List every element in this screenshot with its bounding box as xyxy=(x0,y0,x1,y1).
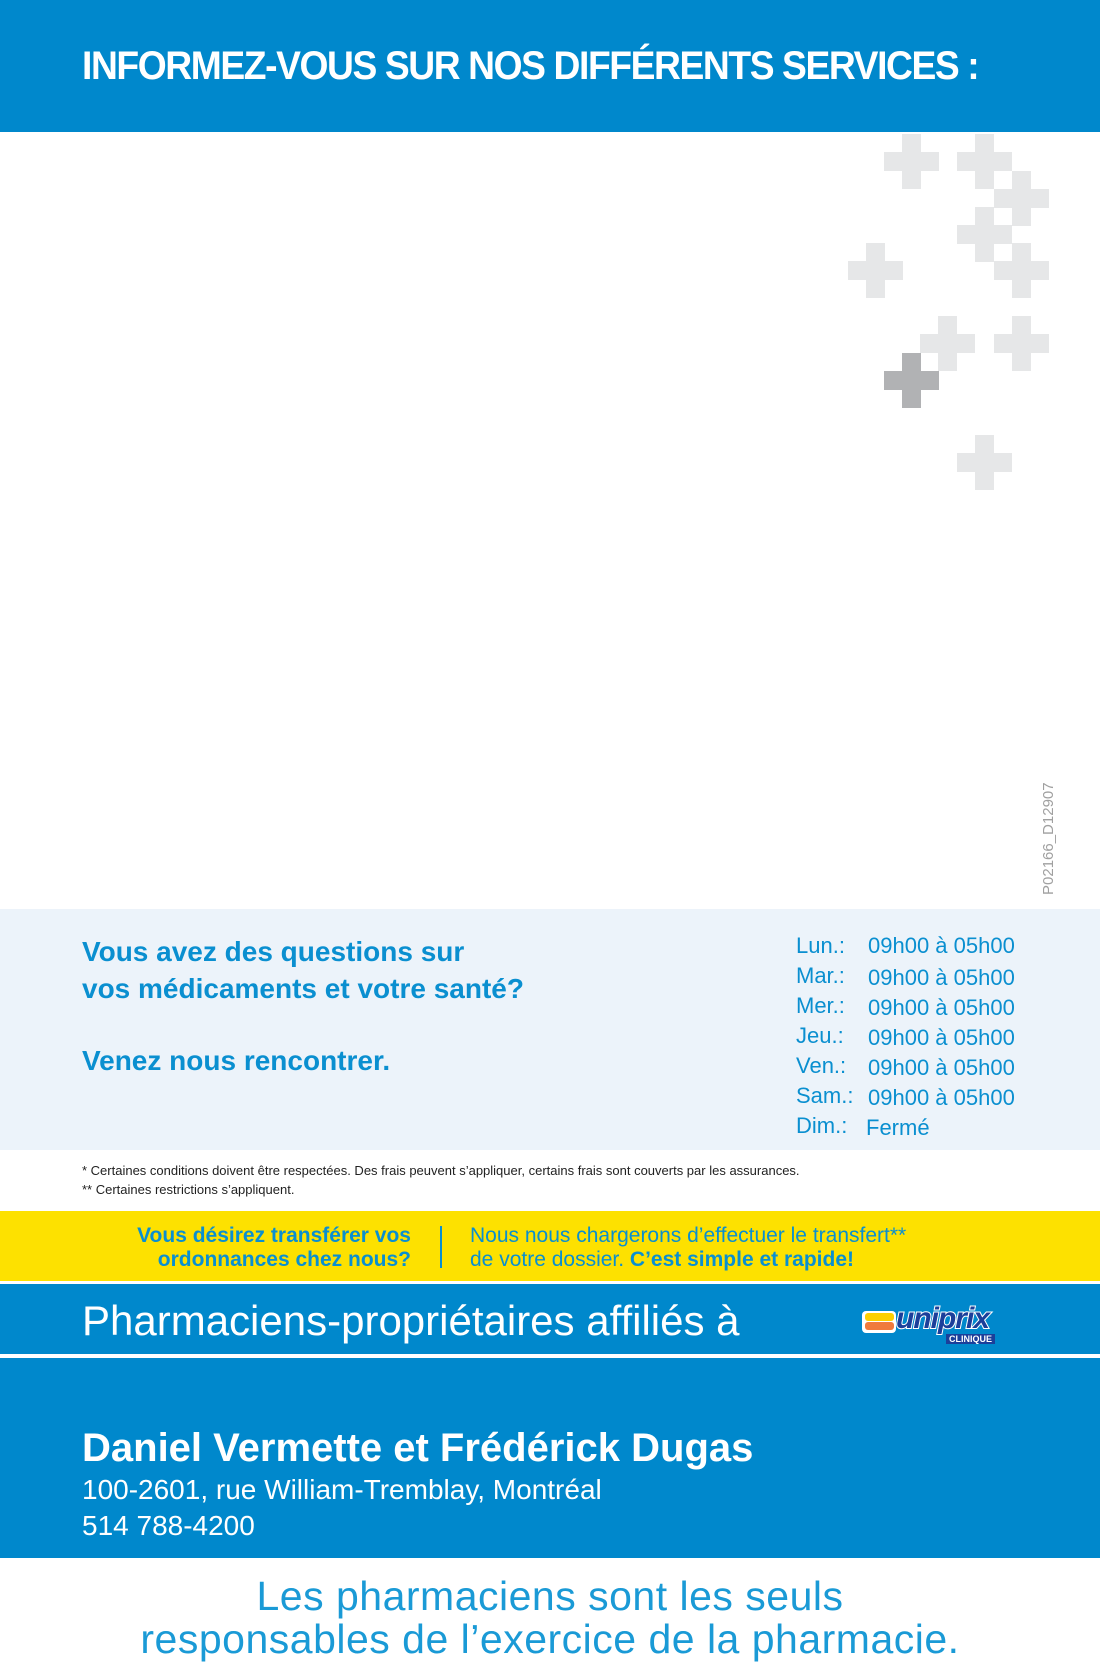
divider xyxy=(440,1226,442,1268)
footnote: * Certaines conditions doivent être resp… xyxy=(82,1163,800,1178)
document-code: P02166_D12907 xyxy=(1040,782,1057,895)
tagline: responsables de l’exercice de la pharmac… xyxy=(140,1616,960,1662)
transfer-slogan: C’est simple et rapide! xyxy=(629,1248,854,1271)
transfer-question: Vous désirez transférer vos xyxy=(137,1224,411,1247)
invite-line: Venez nous rencontrer. xyxy=(82,1045,391,1076)
affiliation-text: Pharmaciens-propriétaires affiliés à xyxy=(82,1297,740,1344)
cross-icon xyxy=(957,207,1012,262)
cross-icon xyxy=(848,243,903,298)
cross-icon xyxy=(994,316,1049,371)
cross-icon xyxy=(884,353,939,408)
question-line: Vous avez des questions sur xyxy=(82,936,465,967)
cross-icon xyxy=(957,435,1012,490)
transfer-question: ordonnances chez nous? xyxy=(157,1248,411,1271)
page-title: INFORMEZ-VOUS SUR NOS DIFFÉRENTS SERVICE… xyxy=(82,44,980,88)
question-line: vos médicaments et votre santé? xyxy=(82,973,524,1004)
uniprix-logo: uniprix CLINIQUE xyxy=(862,1301,1017,1346)
hours-day: Ven.: xyxy=(796,1053,847,1078)
info-band xyxy=(0,909,1100,1150)
cross-icon xyxy=(994,171,1049,226)
header-banner: INFORMEZ-VOUS SUR NOS DIFFÉRENTS SERVICE… xyxy=(0,0,1100,132)
transfer-info-text: de votre dossier. xyxy=(470,1248,630,1271)
affiliation-bar xyxy=(0,1284,1100,1354)
cross-icon xyxy=(920,316,975,371)
transfer-info: de votre dossier. C’est simple et rapide… xyxy=(470,1248,854,1272)
hours-day: Lun.: xyxy=(796,933,845,958)
hours-time: 09h00 à 05h00 xyxy=(868,1055,1015,1080)
hours-day: Dim.: xyxy=(796,1113,848,1138)
hours-time: Fermé xyxy=(866,1115,930,1140)
cross-icon xyxy=(884,134,939,189)
separator xyxy=(0,1354,1100,1358)
pharmacy-block xyxy=(0,1358,1100,1558)
footnote: ** Certaines restrictions s’appliquent. xyxy=(82,1182,295,1197)
pharmacy-phone: 514 788-4200 xyxy=(82,1510,255,1541)
hours-day: Mar.: xyxy=(796,963,845,988)
hours-time: 09h00 à 05h00 xyxy=(868,1025,1015,1050)
cross-icon xyxy=(957,134,1012,189)
pharmacist-names: Daniel Vermette et Frédérick Dugas xyxy=(82,1426,754,1470)
hours-time: 09h00 à 05h00 xyxy=(868,965,1015,990)
cross-icon xyxy=(994,243,1049,298)
transfer-banner xyxy=(0,1211,1100,1281)
tagline: Les pharmaciens sont les seuls xyxy=(256,1573,844,1619)
hours-time: 09h00 à 05h00 xyxy=(868,1085,1015,1110)
hours-day: Mer.: xyxy=(796,993,845,1018)
hours-time: 09h00 à 05h00 xyxy=(868,995,1015,1020)
hours-day: Jeu.: xyxy=(796,1023,844,1048)
transfer-info: Nous nous chargerons d’effectuer le tran… xyxy=(470,1224,907,1247)
pharmacy-address: 100-2601, rue William-Tremblay, Montréal xyxy=(82,1474,602,1505)
hours-time: 09h00 à 05h00 xyxy=(868,933,1015,958)
hours-day: Sam.: xyxy=(796,1083,854,1108)
